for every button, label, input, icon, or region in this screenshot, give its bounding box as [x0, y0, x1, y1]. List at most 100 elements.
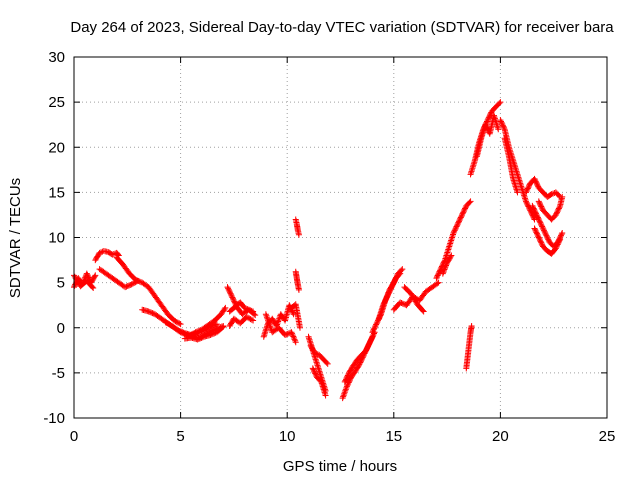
data-point — [386, 289, 393, 296]
data-point — [276, 315, 283, 322]
data-point — [555, 238, 562, 245]
data-point — [522, 189, 529, 196]
data-point — [374, 318, 381, 325]
y-tick-label: -5 — [52, 365, 65, 382]
data-point — [384, 293, 391, 300]
data-segment — [473, 112, 502, 160]
data-point — [342, 387, 349, 394]
y-tick-label: 20 — [48, 139, 65, 156]
data-point — [529, 204, 536, 211]
data-point — [370, 327, 377, 334]
data-point — [460, 209, 467, 216]
data-point — [71, 282, 78, 289]
data-point — [450, 229, 457, 236]
data-point — [365, 342, 372, 349]
data-point — [555, 206, 562, 213]
data-point — [399, 266, 406, 273]
data-point — [433, 275, 440, 282]
data-point — [369, 329, 376, 336]
data-point — [347, 375, 354, 382]
x-axis-title: GPS time / hours — [283, 458, 397, 475]
data-point — [540, 226, 547, 233]
data-point — [343, 384, 350, 391]
data-point — [466, 199, 473, 206]
data-point — [435, 279, 442, 286]
data-point — [456, 217, 463, 224]
data-segment — [181, 323, 227, 343]
data-point — [522, 198, 529, 205]
data-point — [339, 395, 346, 402]
data-point — [380, 300, 387, 307]
data-point — [283, 331, 290, 338]
data-point — [461, 206, 468, 213]
data-point — [229, 294, 236, 301]
data-segment — [522, 175, 564, 200]
data-point — [92, 272, 99, 279]
data-point — [226, 289, 233, 296]
data-point — [552, 245, 559, 252]
data-point — [530, 215, 537, 222]
data-point — [290, 311, 297, 318]
data-point — [530, 205, 537, 212]
data-point — [89, 284, 96, 291]
data-point — [199, 334, 206, 341]
data-point — [454, 222, 461, 229]
data-point — [83, 270, 90, 277]
data-point — [343, 375, 350, 382]
data-point — [381, 298, 388, 305]
x-tick-label: 5 — [176, 428, 184, 445]
data-point — [371, 324, 378, 331]
data-point — [523, 199, 530, 206]
data-point — [383, 295, 390, 302]
data-point — [391, 277, 398, 284]
data-point — [536, 200, 543, 207]
data-point — [323, 359, 330, 366]
data-point — [171, 317, 178, 324]
data-point — [538, 239, 545, 246]
data-point — [535, 215, 542, 222]
data-point — [219, 324, 226, 331]
data-point — [545, 236, 552, 243]
y-tick-label: -10 — [43, 410, 65, 427]
data-point — [85, 273, 92, 280]
data-point — [533, 179, 540, 186]
plot-frame — [73, 56, 608, 419]
data-point — [457, 214, 464, 221]
data-point — [455, 219, 462, 226]
data-point — [124, 283, 131, 290]
data-point — [528, 210, 535, 217]
x-tick-label: 15 — [385, 428, 402, 445]
data-point — [538, 222, 545, 229]
data-segment — [288, 301, 303, 331]
data-point — [228, 291, 235, 298]
data-point — [340, 393, 347, 400]
data-point — [557, 236, 564, 243]
data-point — [222, 304, 229, 311]
data-point — [228, 293, 235, 300]
data-point — [344, 372, 351, 379]
data-point — [197, 327, 204, 334]
data-segment — [531, 225, 564, 257]
data-point — [537, 219, 544, 226]
data-point — [196, 327, 203, 334]
data-point — [312, 371, 319, 378]
data-segment — [262, 311, 299, 346]
data-segment — [292, 216, 302, 238]
data-point — [542, 229, 549, 236]
data-point — [148, 309, 155, 316]
data-point — [322, 392, 329, 399]
data-point — [225, 285, 232, 292]
data-point — [533, 211, 540, 218]
data-point — [166, 321, 173, 328]
data-point — [501, 124, 508, 131]
data-point — [468, 322, 475, 329]
data-point — [282, 331, 289, 338]
data-point — [552, 211, 559, 218]
data-point — [538, 240, 545, 247]
data-point — [500, 123, 507, 130]
data-point — [292, 337, 299, 344]
data-point — [534, 231, 541, 238]
data-point — [311, 369, 318, 376]
data-point — [531, 225, 538, 232]
data-point — [389, 282, 396, 289]
